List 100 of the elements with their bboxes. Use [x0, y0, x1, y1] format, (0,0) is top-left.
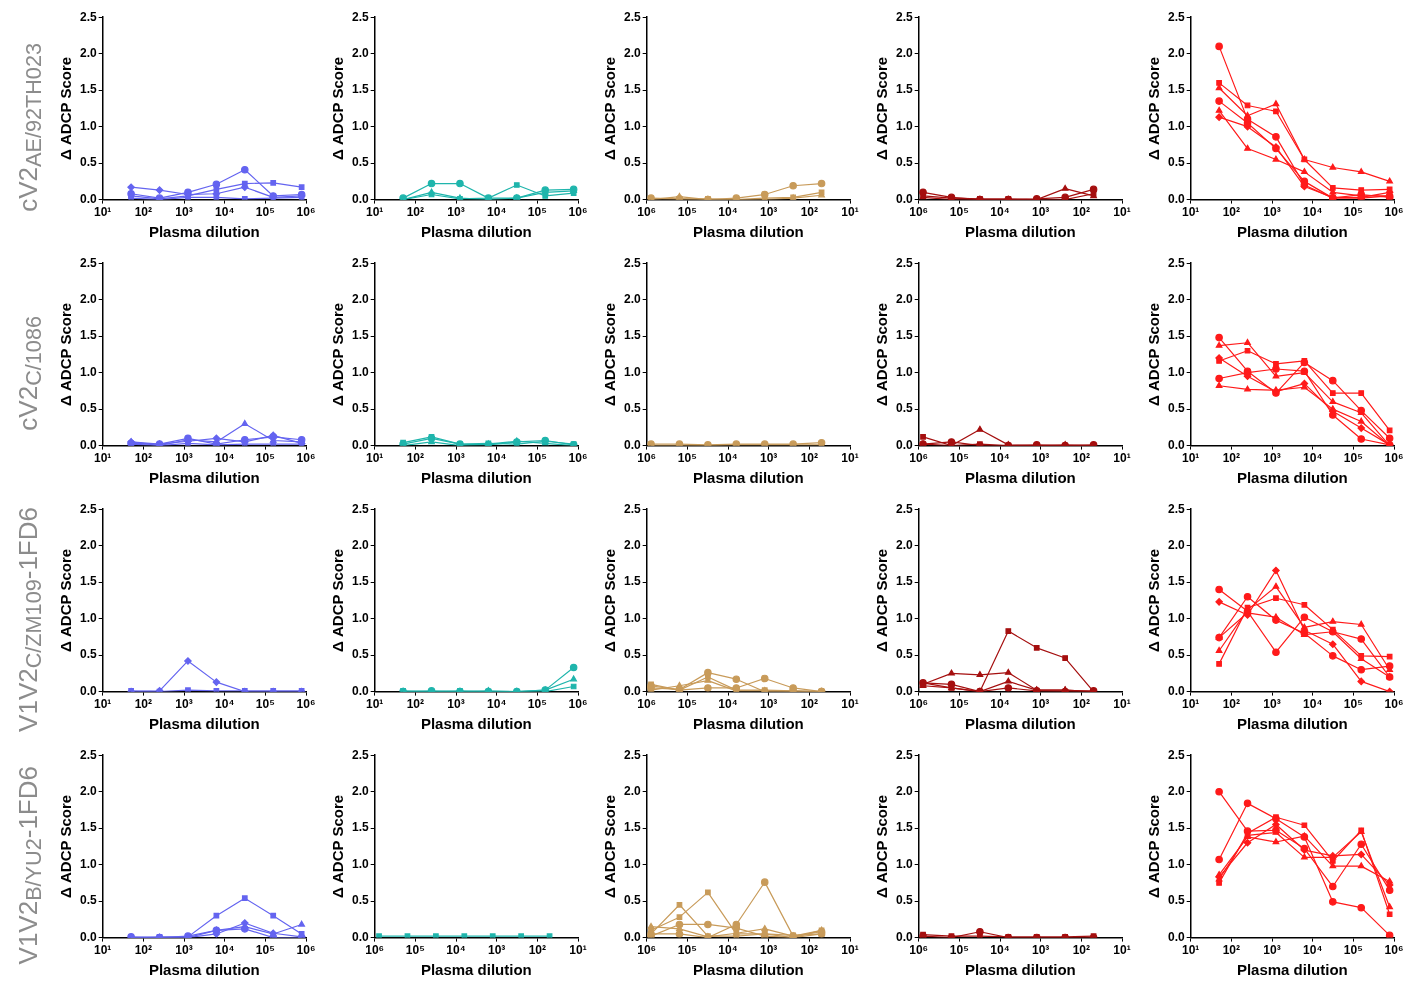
y-tick-label: 2.0 [351, 291, 369, 306]
x-tick-label: 10³ [1263, 943, 1281, 958]
x-tick-label: 10² [406, 451, 425, 466]
y-tick-label: 1.5 [79, 574, 97, 589]
y-tick-label: 0.5 [351, 401, 369, 416]
y-tick-label: 0.0 [895, 683, 913, 698]
y-tick-label: 1.5 [895, 328, 913, 343]
y-tick-label: 0.5 [623, 893, 641, 908]
x-tick-label: 10⁶ [568, 205, 588, 220]
x-tick-label: 10⁵ [677, 205, 697, 220]
x-tick-label: 10¹ [94, 451, 112, 466]
y-tick-label: 0.0 [79, 191, 97, 206]
y-axis-title: Δ ADCP Score [873, 56, 891, 160]
x-axis-title: Plasma dilution [964, 961, 1076, 979]
y-tick-label: 1.0 [351, 610, 369, 625]
y-tick-label: 1.5 [1167, 328, 1185, 343]
x-tick-label: 10⁵ [527, 205, 547, 220]
y-tick-label: 2.0 [895, 45, 913, 60]
x-tick-label: 10² [1222, 943, 1241, 958]
y-axis-title: Δ ADCP Score [601, 56, 619, 160]
x-tick-label: 10² [406, 205, 425, 220]
y-axis-title: Δ ADCP Score [329, 56, 347, 160]
x-tick-label: 10² [800, 205, 819, 220]
y-tick-label: 1.0 [1167, 610, 1185, 625]
y-tick-label: 0.5 [623, 155, 641, 170]
x-axis-title: Plasma dilution [148, 961, 260, 979]
y-axis-title: Δ ADCP Score [329, 548, 347, 652]
x-axis-title: Plasma dilution [964, 223, 1076, 241]
y-tick-label: 1.0 [79, 364, 97, 379]
x-tick-label: 10⁵ [1343, 451, 1363, 466]
y-axis-title: Δ ADCP Score [329, 302, 347, 406]
y-tick-label: 2.5 [895, 9, 913, 24]
x-tick-label: 10⁴ [1303, 205, 1323, 220]
x-tick-label: 10⁵ [677, 697, 697, 712]
x-tick-label: 10¹ [94, 205, 112, 220]
y-tick-label: 1.0 [1167, 118, 1185, 133]
y-tick-label: 0.5 [79, 155, 97, 170]
y-tick-label: 0.0 [79, 437, 97, 452]
x-tick-label: 10³ [760, 205, 778, 220]
x-axis-title: Plasma dilution [148, 469, 260, 487]
y-tick-label: 1.0 [1167, 856, 1185, 871]
x-tick-label: 10² [800, 451, 819, 466]
x-tick-label: 10⁶ [637, 943, 657, 958]
y-tick-label: 0.5 [895, 647, 913, 662]
x-tick-label: 10⁶ [296, 205, 316, 220]
x-tick-label: 10³ [1263, 697, 1281, 712]
x-tick-label: 10¹ [841, 451, 859, 466]
y-tick-label: 1.5 [1167, 820, 1185, 835]
y-axis-title: Δ ADCP Score [601, 302, 619, 406]
x-tick-label: 10⁴ [446, 943, 466, 958]
x-tick-label: 10¹ [1182, 943, 1200, 958]
x-tick-label: 10⁴ [487, 697, 507, 712]
y-tick-label: 1.0 [351, 118, 369, 133]
x-tick-label: 10³ [447, 205, 465, 220]
y-tick-label: 2.0 [351, 537, 369, 552]
x-tick-label: 10¹ [569, 943, 587, 958]
x-tick-label: 10² [134, 205, 153, 220]
y-tick-label: 1.0 [79, 610, 97, 625]
y-tick-label: 1.5 [623, 574, 641, 589]
y-tick-label: 2.5 [351, 9, 369, 24]
y-tick-label: 2.5 [623, 747, 641, 762]
y-tick-label: 1.5 [351, 820, 369, 835]
y-tick-label: 0.0 [623, 191, 641, 206]
x-tick-label: 10¹ [94, 697, 112, 712]
y-tick-label: 0.0 [623, 929, 641, 944]
x-tick-label: 10³ [175, 943, 193, 958]
x-tick-label: 10³ [760, 451, 778, 466]
x-tick-label: 10⁵ [949, 697, 969, 712]
y-tick-label: 0.5 [895, 893, 913, 908]
x-tick-label: 10⁶ [1384, 451, 1404, 466]
x-tick-label: 10⁶ [568, 697, 588, 712]
x-tick-label: 10⁶ [296, 451, 316, 466]
x-tick-label: 10⁴ [718, 451, 738, 466]
x-tick-label: 10⁴ [215, 205, 235, 220]
x-tick-label: 10² [134, 943, 153, 958]
x-axis-title: Plasma dilution [964, 715, 1076, 733]
x-tick-label: 10² [1222, 205, 1241, 220]
x-tick-label: 10³ [1032, 205, 1050, 220]
x-axis-title: Plasma dilution [964, 469, 1076, 487]
x-tick-label: 10¹ [366, 697, 384, 712]
x-tick-label: 10³ [1032, 451, 1050, 466]
x-tick-label: 10³ [488, 943, 506, 958]
y-tick-label: 2.5 [351, 501, 369, 516]
x-tick-label: 10⁴ [1303, 451, 1323, 466]
y-tick-label: 0.0 [351, 683, 369, 698]
y-tick-label: 2.0 [895, 537, 913, 552]
x-axis-title: Plasma dilution [148, 715, 260, 733]
x-tick-label: 10¹ [1113, 205, 1131, 220]
y-tick-label: 0.5 [1167, 893, 1185, 908]
x-tick-label: 10⁶ [1384, 205, 1404, 220]
x-tick-label: 10¹ [94, 943, 112, 958]
y-tick-label: 2.0 [623, 45, 641, 60]
y-tick-label: 2.5 [895, 501, 913, 516]
y-tick-label: 1.5 [623, 328, 641, 343]
y-tick-label: 2.0 [79, 291, 97, 306]
y-tick-label: 2.0 [1167, 45, 1185, 60]
y-tick-label: 2.0 [623, 537, 641, 552]
y-axis-title: Δ ADCP Score [57, 302, 75, 406]
y-tick-label: 2.5 [79, 255, 97, 270]
y-tick-label: 2.5 [623, 9, 641, 24]
